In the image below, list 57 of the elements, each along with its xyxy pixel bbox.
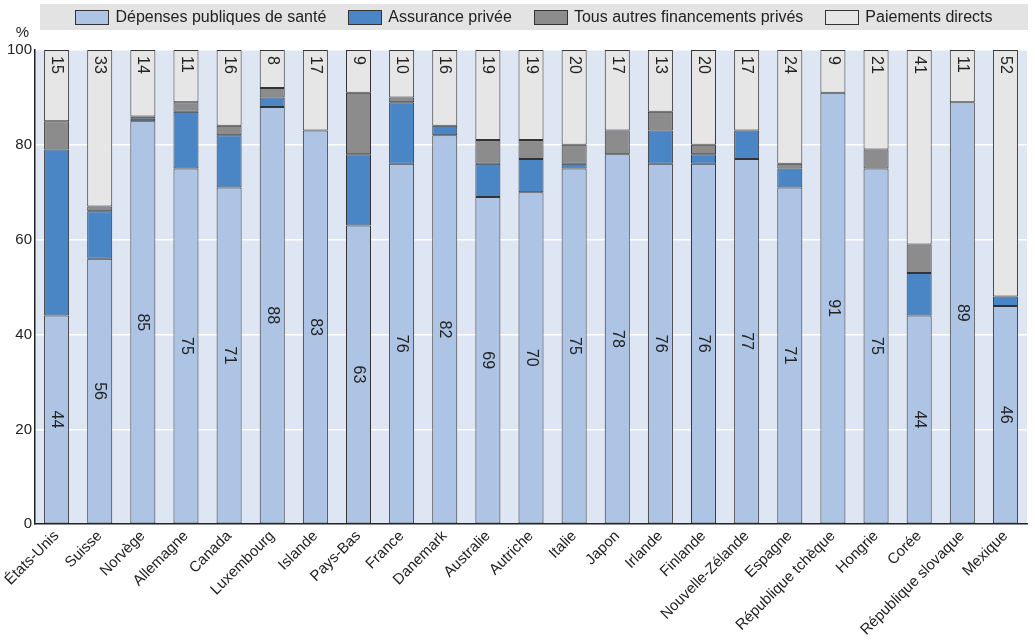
data-label: 16 xyxy=(221,56,239,74)
data-label: 19 xyxy=(480,56,498,74)
data-label: 46 xyxy=(998,405,1016,424)
data-label: 71 xyxy=(221,346,239,365)
data-label: 33 xyxy=(92,56,110,74)
y-tick-label: 60 xyxy=(15,229,33,247)
data-label: 91 xyxy=(825,299,843,318)
data-label: 15 xyxy=(49,56,67,74)
data-label: 83 xyxy=(307,318,325,337)
data-label: 11 xyxy=(954,56,972,73)
data-label: 21 xyxy=(868,56,886,74)
data-label: 41 xyxy=(911,56,929,74)
data-label: 17 xyxy=(609,56,627,74)
legend-label: Dépenses publiques de santé xyxy=(115,8,327,26)
data-label: 19 xyxy=(523,56,541,74)
data-label: 56 xyxy=(92,382,110,401)
data-label: 9 xyxy=(351,56,369,65)
data-label: 20 xyxy=(566,56,584,74)
y-tick-label: 80 xyxy=(15,134,33,152)
data-label: 75 xyxy=(566,337,584,355)
y-tick-label: 100 xyxy=(7,40,33,58)
data-label: 14 xyxy=(135,56,153,74)
data-label: 71 xyxy=(782,346,800,365)
data-label: 75 xyxy=(868,337,886,355)
data-label: 10 xyxy=(394,56,412,74)
data-label: 9 xyxy=(825,56,843,65)
legend-label: Tous autres financements privés xyxy=(573,8,804,26)
data-label: 13 xyxy=(652,56,670,74)
data-label: 76 xyxy=(652,334,670,353)
data-label: 70 xyxy=(523,348,541,367)
data-label: 52 xyxy=(998,56,1016,74)
data-label: 69 xyxy=(480,351,498,370)
data-label: 16 xyxy=(437,56,455,74)
data-label: 8 xyxy=(264,56,282,65)
data-label: 82 xyxy=(437,320,455,339)
data-label: 78 xyxy=(609,329,627,348)
data-label: 20 xyxy=(696,56,714,74)
data-label: 17 xyxy=(307,56,325,74)
data-label: 88 xyxy=(264,306,282,325)
data-label: 17 xyxy=(739,56,757,74)
legend-label: Assurance privée xyxy=(388,8,512,26)
y-tick-label: 0 xyxy=(23,514,33,532)
data-label: 75 xyxy=(178,337,196,355)
data-label: 85 xyxy=(135,313,153,332)
data-label: 44 xyxy=(49,410,67,429)
data-label: 24 xyxy=(782,56,800,74)
data-label: 77 xyxy=(739,332,757,351)
y-axis-title: % xyxy=(15,22,30,40)
y-tick-label: 40 xyxy=(15,324,33,342)
data-label: 44 xyxy=(911,410,929,429)
data-label: 76 xyxy=(394,334,412,353)
data-label: 89 xyxy=(954,303,972,322)
data-label: 76 xyxy=(696,334,714,353)
y-tick-label: 20 xyxy=(15,419,33,437)
series-label: Paiements directs xyxy=(865,8,993,26)
data-label: 11 xyxy=(178,56,196,73)
data-label: 63 xyxy=(351,365,369,384)
